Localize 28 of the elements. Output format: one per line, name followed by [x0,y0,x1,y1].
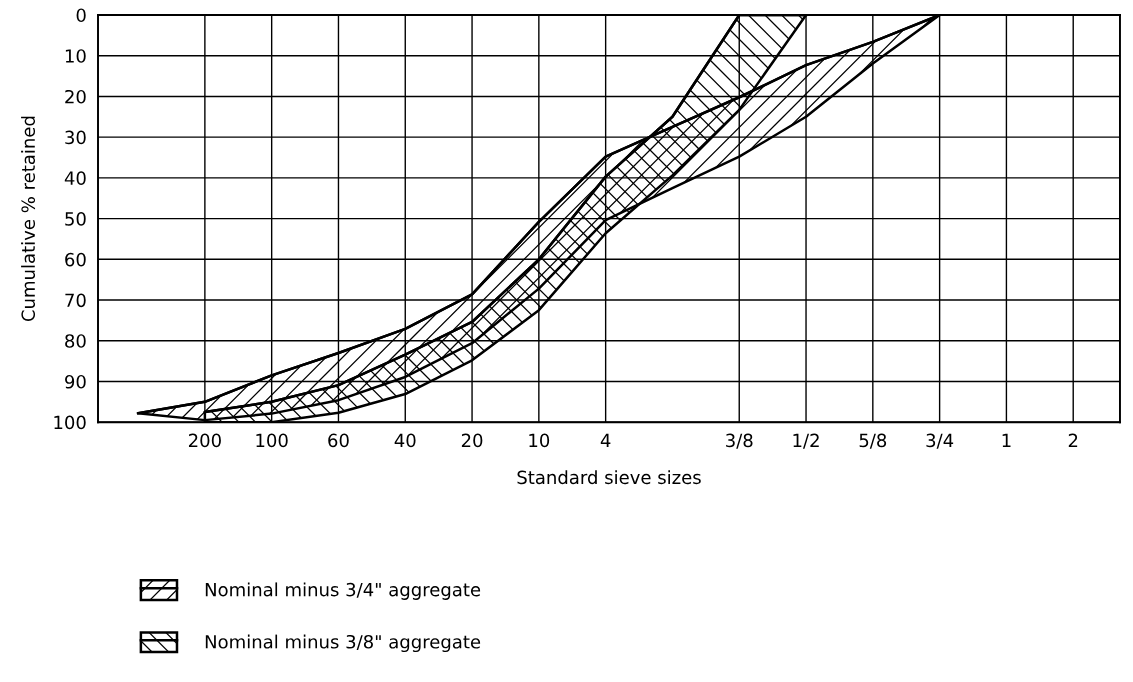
legend-label: Nominal minus 3/8" aggregate [205,634,481,653]
y-tick-label: 30 [65,130,86,145]
y-tick-label: 60 [65,252,86,267]
x-tick-label: 3/8 [726,433,753,449]
x-tick-label: 2 [1068,433,1078,447]
x-tick-label: 100 [256,433,288,448]
x-tick-label: 4 [600,433,611,447]
y-tick-label: 50 [65,212,86,226]
y-tick-label: 40 [64,171,86,185]
y-tick-label: 20 [65,89,86,104]
x-axis-title: Standard sieve sizes [517,470,701,485]
y-tick-label: 80 [65,334,86,348]
legend-label: Nominal minus 3/4" aggregate [205,582,481,600]
x-tick-label: 10 [529,433,550,448]
y-tick-label: 10 [65,49,86,63]
x-tick-label: 5/8 [859,433,887,449]
x-tick-label: 3/4 [926,433,954,449]
x-tick-label: 1 [1002,433,1011,447]
y-tick-label: 70 [65,293,86,308]
y-tick-label: 0 [76,8,86,23]
x-tick-label: 1/2 [793,433,819,449]
y-tick-label: 100 [54,415,86,430]
y-axis-title: Cumulative % retained [21,116,36,322]
x-tick-label: 60 [328,433,349,448]
y-tick-label: 90 [65,374,86,389]
x-tick-label: 200 [188,433,221,448]
x-tick-label: 40 [394,433,416,448]
x-tick-label: 20 [461,433,483,448]
